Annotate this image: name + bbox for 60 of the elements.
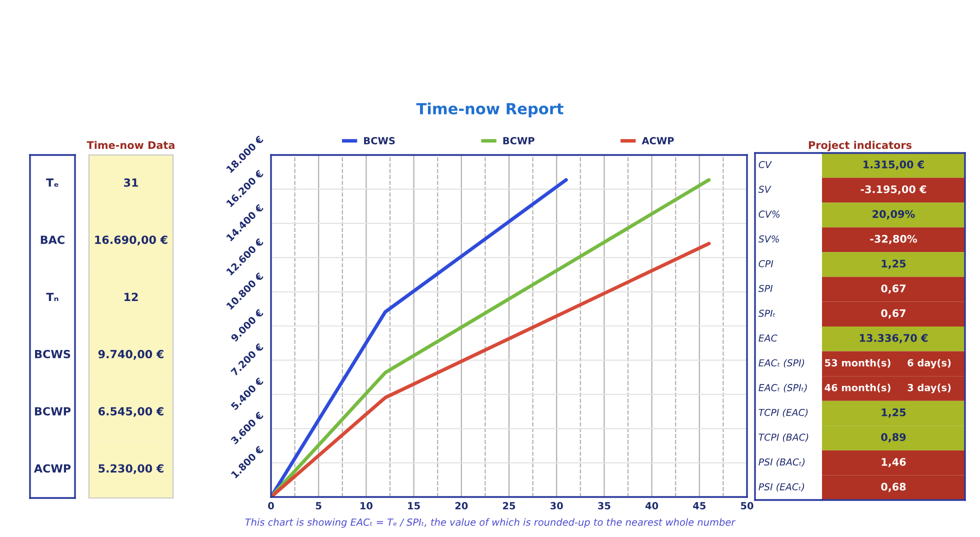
x-tick-label: 45 — [693, 502, 706, 510]
text: 0,67 — [881, 309, 906, 318]
text: 1,46 — [882, 458, 906, 468]
category-label: SPIₜ — [758, 310, 776, 317]
x-tick-label: 15 — [408, 502, 420, 510]
text: 9.740,00 € — [98, 350, 164, 360]
x-tick-label: 35 — [598, 502, 610, 510]
category-label: BCWP — [35, 407, 71, 416]
text: 1,25 — [882, 408, 906, 418]
text: 1,25 — [882, 260, 906, 269]
category-label: PSI (BACₜ) — [758, 458, 805, 467]
category-label: BCWS — [35, 350, 70, 358]
text: 6 day(s) — [908, 358, 951, 368]
category-label: TCPI (BAC) — [758, 433, 808, 442]
text: 0,68 — [881, 482, 906, 492]
x-tick-label: 30 — [550, 502, 563, 510]
x-tick-label: 40 — [645, 502, 658, 510]
text: 16.690,00 € — [95, 236, 168, 246]
text: 12 — [124, 292, 138, 301]
category-label: BAC — [40, 236, 64, 244]
text: This chart is showing EACₜ = Tₑ / SPIₜ, the value of which is rounded-up to the nearest whole number — [245, 518, 736, 528]
category-label: SV — [758, 186, 772, 193]
x-tick-label: 5 — [316, 502, 322, 510]
text: 3 day(s) — [908, 384, 951, 394]
category-label: Tₑ — [46, 178, 58, 187]
x-tick-label: 0 — [268, 502, 274, 510]
text: 13.336,70 € — [860, 334, 928, 344]
legend-label: BCWP — [503, 137, 534, 144]
x-tick-label: 50 — [740, 502, 754, 510]
category-label: CV% — [758, 210, 780, 218]
text: 46 month(s) — [824, 384, 890, 392]
legend-label: BCWS — [364, 137, 395, 144]
category-label: CPI — [758, 260, 774, 268]
text: -32,80% — [870, 234, 918, 244]
text: 1.315,00 € — [864, 160, 924, 170]
category-label: EAC — [758, 334, 778, 342]
text: 6.545,00 € — [98, 407, 164, 417]
x-tick-label: 10 — [360, 502, 372, 510]
text: 5.230,00 € — [98, 464, 164, 474]
text: 31 — [124, 178, 138, 187]
text: -3.195,00 € — [860, 185, 926, 195]
category-label: TCPI (EAC) — [758, 408, 808, 418]
text: 20,09% — [872, 210, 915, 220]
category-label: SV% — [758, 235, 779, 242]
text: 0,89 — [881, 433, 906, 442]
text: 53 month(s) — [825, 358, 890, 368]
text: 0,67 — [881, 284, 906, 294]
category-label: EACₜ (SPI) — [758, 359, 804, 368]
category-label: Tₙ — [46, 292, 58, 302]
category-label: ACWP — [34, 464, 71, 473]
x-tick-label: 20 — [455, 502, 468, 510]
category-label: CV — [758, 160, 772, 168]
category-label: EACₜ (SPIₜ) — [758, 384, 807, 392]
text: Project indicators — [808, 140, 912, 152]
category-label: SPI — [758, 284, 773, 292]
legend-label: ACWP — [642, 137, 674, 144]
chart-title: Time-now Report — [416, 102, 564, 118]
text: Time-now Data — [86, 140, 174, 150]
category-label: PSI (EACₜ) — [758, 483, 804, 492]
x-tick-label: 25 — [503, 502, 516, 510]
